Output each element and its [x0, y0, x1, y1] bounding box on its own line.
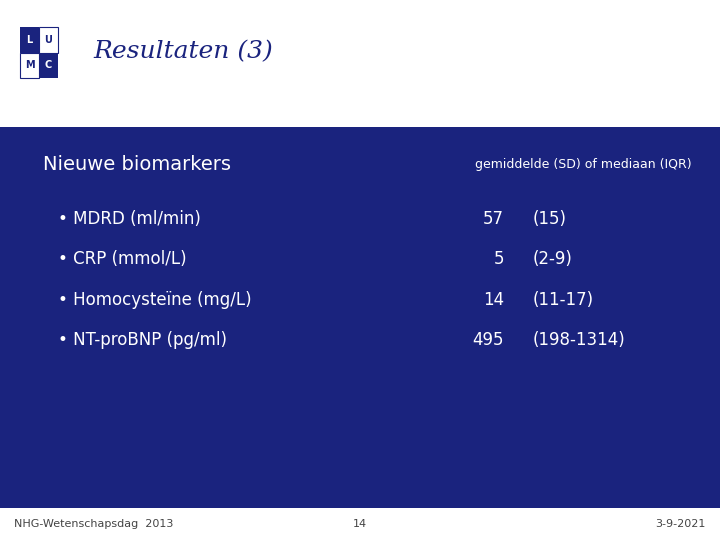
Text: 57: 57 [483, 210, 504, 228]
Text: 495: 495 [472, 331, 504, 349]
Text: L: L [27, 35, 32, 45]
Text: (198-1314): (198-1314) [533, 331, 626, 349]
Text: 14: 14 [353, 519, 367, 529]
Bar [20, 27, 39, 53]
Text: 5: 5 [493, 250, 504, 268]
Text: M: M [24, 60, 35, 71]
Text: 14: 14 [483, 291, 504, 309]
Bar [0, 478, 720, 508]
Text: • CRP (mmol/L): • CRP (mmol/L) [58, 250, 186, 268]
Text: NHG-Wetenschapsdag  2013: NHG-Wetenschapsdag 2013 [14, 519, 174, 529]
Bar [20, 53, 39, 78]
Text: • Homocysteïne (mg/L): • Homocysteïne (mg/L) [58, 291, 251, 309]
Text: • NT-proBNP (pg/ml): • NT-proBNP (pg/ml) [58, 331, 227, 349]
Text: 3-9-2021: 3-9-2021 [655, 519, 706, 529]
Text: C: C [45, 60, 52, 71]
Text: (2-9): (2-9) [533, 250, 572, 268]
Text: (15): (15) [533, 210, 567, 228]
Text: Nieuwe biomarkers: Nieuwe biomarkers [43, 155, 231, 174]
Text: Resultaten (3): Resultaten (3) [94, 40, 274, 63]
Text: • MDRD (ml/min): • MDRD (ml/min) [58, 210, 200, 228]
Bar [39, 53, 58, 78]
Bar [0, 127, 720, 478]
Bar [39, 27, 58, 53]
Text: gemiddelde (SD) of mediaan (IQR): gemiddelde (SD) of mediaan (IQR) [474, 158, 691, 171]
Text: (11-17): (11-17) [533, 291, 594, 309]
Text: U: U [45, 35, 52, 45]
